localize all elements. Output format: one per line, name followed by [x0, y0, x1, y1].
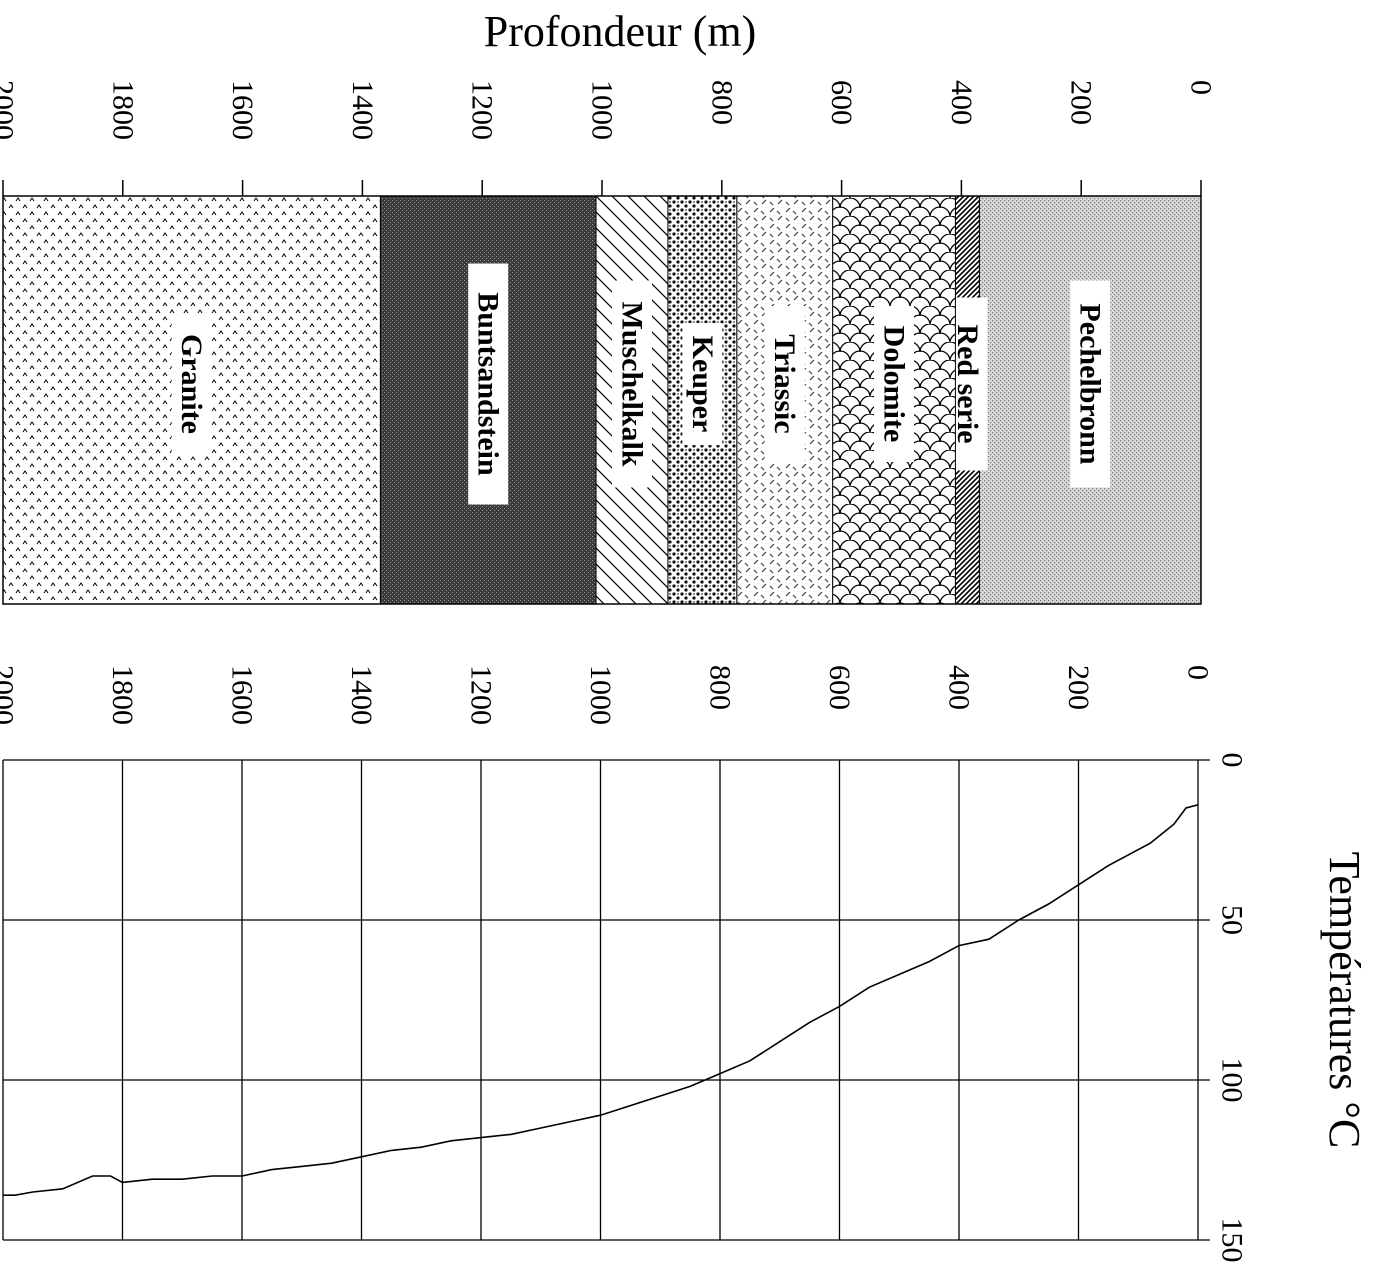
layer-label: Buntsandstein — [472, 292, 505, 476]
depth-axis-title: Profondeur (m) — [484, 7, 757, 56]
bottom-tick-label: 600 — [823, 665, 856, 710]
top-tick-label: 1400 — [346, 80, 379, 140]
top-tick-label: 200 — [1065, 80, 1098, 125]
bottom-tick-label: 1800 — [106, 665, 139, 725]
layer-label-background — [682, 323, 723, 445]
temperature-ticks: 0 50 100 150 — [1216, 753, 1249, 1263]
layer-label: Keuper — [686, 336, 719, 433]
top-tick-label: 800 — [705, 80, 738, 125]
bottom-tick-label: 2000 — [0, 665, 20, 725]
top-tick-label: 1200 — [466, 80, 499, 140]
top-tick-label: 0 — [1185, 80, 1218, 95]
bottom-tick-label: 0 — [1182, 665, 1215, 680]
bottom-depth-ticks: 0 200 400 600 800 1000 1200 1400 1600 1800 2000 — [0, 665, 1215, 725]
bottom-tick-label: 1000 — [584, 665, 617, 725]
layer-label: Red serie — [951, 324, 984, 443]
layer-label: Dolomite — [878, 326, 911, 443]
temperature-axis-title: Températures °C — [1320, 852, 1369, 1149]
top-tick-label: 600 — [825, 80, 858, 125]
top-tick-label: 1600 — [226, 80, 259, 140]
top-tick-label: 2000 — [0, 80, 20, 140]
bottom-tick-label: 1200 — [465, 665, 498, 725]
top-depth-ticks: 0 200 400 600 800 1000 1200 1400 1600 1800 2000 — [0, 80, 1218, 196]
temperature-tick-label: 150 — [1216, 1218, 1249, 1263]
layer-label-background — [1070, 280, 1111, 488]
layer-label: Muschelkalk — [615, 301, 648, 466]
temperature-tick-label: 50 — [1216, 905, 1249, 935]
temperature-tick-label: 0 — [1216, 753, 1249, 768]
layer-label: Pechelbronn — [1074, 303, 1107, 464]
stratigraphy-layers: Pechelbronn Red serie Dolomite Triassic Keup… — [2, 195, 1202, 605]
top-tick-label: 1000 — [586, 80, 619, 140]
stratigraphy-panel: Profondeur (m) 0 200 400 600 800 1000 1200 1400… — [0, 7, 1218, 605]
bottom-tick-label: 800 — [704, 665, 737, 710]
stratigraphy-frame — [2, 195, 1202, 605]
bottom-tick-label: 200 — [1062, 665, 1095, 710]
temperature-panel: 0 200 400 600 800 1000 1200 1400 1600 1800 2000 0 5… — [0, 665, 1369, 1263]
top-tick-label: 1800 — [106, 80, 139, 140]
bottom-tick-label: 1600 — [226, 665, 259, 725]
temperature-profile-line — [3, 804, 1199, 1196]
layer-label-background — [611, 280, 652, 488]
layer-label-background — [874, 306, 915, 462]
layer-label: Granite — [175, 334, 208, 434]
layer-label-background — [764, 306, 805, 462]
layer-label-background — [171, 314, 212, 454]
bottom-tick-label: 1400 — [345, 665, 378, 725]
temperature-grid — [2, 759, 1210, 1241]
bottom-tick-label: 400 — [943, 665, 976, 710]
top-tick-label: 400 — [945, 80, 978, 125]
temperature-tick-label: 100 — [1216, 1058, 1249, 1103]
layer-label-background — [468, 263, 509, 505]
layer-label: Triassic — [768, 334, 801, 433]
